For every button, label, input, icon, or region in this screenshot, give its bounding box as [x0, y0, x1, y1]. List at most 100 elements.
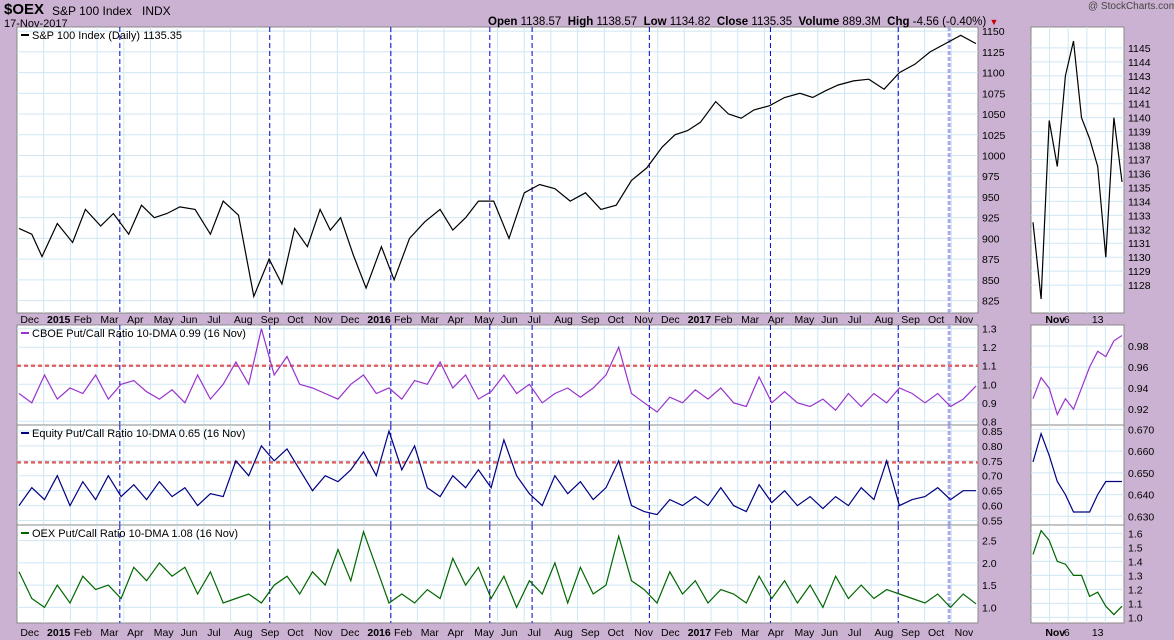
x-tick-label: Apr [127, 627, 144, 639]
x-tick-label: Mar [421, 627, 440, 639]
cboe_zoom-panel: 0.92 0.94 0.96 0.98 [1030, 324, 1149, 426]
x-tick-label: Feb [74, 627, 92, 639]
oex_zoom-ytick-label: 1.6 [1128, 528, 1143, 540]
cboe_zoom-ytick-label: 0.94 [1128, 383, 1149, 395]
cboe_zoom-plot-area [1030, 324, 1125, 426]
price_zoom-ytick-label: 1141 [1128, 99, 1151, 111]
x-tick-label: Aug [554, 627, 573, 639]
oex-ytick-label: 2.0 [982, 558, 997, 570]
x-tick-label: Dec [341, 627, 360, 639]
x-tick-label: Dec [20, 314, 39, 326]
x-tick-label: Feb [714, 627, 732, 639]
low-value: 1134.82 [669, 16, 711, 28]
price_zoom-ytick-label: 1130 [1128, 252, 1151, 264]
x-tick-label: Dec [341, 314, 360, 326]
x-tick-label: Nov [314, 314, 333, 326]
close-label: Close [716, 16, 749, 28]
x-tick-label: Apr [447, 314, 464, 326]
oex-panel: 1.0 1.5 2.0 2.5 OEX Put/Call Ratio 10-DMA 1.… [16, 524, 997, 624]
price_zoom-ytick-label: 1143 [1128, 71, 1151, 83]
x-tick-label: Mar [421, 314, 440, 326]
x-tick-label: Nov [314, 627, 333, 639]
x-tick-label: Sep [901, 627, 920, 639]
cboe-ytick-label: 0.9 [982, 398, 997, 410]
price-panel: 825 850 875 900 925 950 975 1000 1025 1050 1075 110… [16, 26, 1006, 314]
oex-ytick-label: 1.5 [982, 580, 997, 592]
price_zoom-series-line [1032, 40, 1123, 300]
oex_zoom-panel: 1.0 1.1 1.2 1.3 1.4 1.5 1.6 [1030, 524, 1143, 624]
cboe-series-line [18, 328, 977, 413]
x-tick-label: Jun [821, 314, 838, 326]
x-tick-label: Jul [848, 627, 861, 639]
oex_zoom-ytick-label: 1.2 [1128, 584, 1143, 596]
equity-ytick-label: 0.70 [982, 471, 1003, 483]
x-tick-label: Sep [581, 314, 600, 326]
price-ytick-label: 1100 [982, 68, 1005, 80]
x-tick-label: Mar [100, 627, 119, 639]
x-tick-label: Jul [207, 314, 220, 326]
x-tick-label: Aug [875, 627, 894, 639]
price_zoom-ytick-label: 1135 [1128, 182, 1151, 194]
oex_zoom-ytick-label: 1.3 [1128, 570, 1143, 582]
cboe_zoom-ytick-label: 0.96 [1128, 362, 1149, 374]
cboe-ytick-label: 1.3 [982, 324, 997, 336]
x-tick-label: 2017 [688, 314, 712, 326]
index-name: S&P 100 Index [52, 4, 132, 18]
x-tick-label: Sep [901, 314, 920, 326]
high-value: 1138.57 [596, 16, 638, 28]
price_zoom-ytick-label: 1140 [1128, 113, 1151, 125]
cboe-panel: 0.8 0.9 1.0 1.1 1.2 1.3 CBOE Put/Call Ratio 10… [16, 324, 997, 428]
x-tick-label: Oct [608, 627, 624, 639]
price-ytick-label: 1150 [982, 26, 1005, 38]
x-tick-label: Nov [634, 314, 653, 326]
equity-ytick-label: 0.60 [982, 501, 1003, 513]
x-tick-label: Apr [127, 314, 144, 326]
x-tick-label: Nov [634, 627, 653, 639]
zoom-x-tick-label: 13 [1092, 627, 1104, 639]
equity-ytick-label: 0.65 [982, 486, 1003, 498]
price_zoom-ytick-label: 1131 [1128, 238, 1151, 250]
volume-label: Volume [798, 16, 840, 28]
price_zoom-ytick-label: 1138 [1128, 141, 1151, 153]
x-tick-label: Oct [608, 314, 624, 326]
x-tick-label: Feb [74, 314, 92, 326]
price_zoom-ytick-label: 1133 [1128, 210, 1151, 222]
oex_zoom-plot-area [1030, 524, 1125, 624]
x-tick-label: 2016 [367, 314, 391, 326]
x-tick-label: Sep [261, 314, 280, 326]
cboe-ytick-label: 1.1 [982, 361, 997, 373]
x-tick-label: 2017 [688, 627, 712, 639]
x-tick-label: Aug [234, 314, 253, 326]
x-tick-label: Apr [768, 314, 785, 326]
x-tick-label: May [794, 314, 815, 326]
equity_zoom-plot-area [1030, 424, 1125, 526]
price-ytick-label: 850 [982, 275, 1000, 287]
x-tick-label: Jul [528, 314, 541, 326]
open-value: 1138.57 [520, 16, 562, 28]
price_zoom-ytick-label: 1144 [1128, 57, 1151, 69]
x-tick-label: Jul [528, 627, 541, 639]
x-tick-label: Jul [848, 314, 861, 326]
x-tick-label: Nov [955, 314, 974, 326]
oex-ytick-label: 1.0 [982, 602, 997, 614]
equity-series-line [18, 428, 976, 516]
cboe_zoom-ytick-label: 0.98 [1128, 341, 1149, 353]
zoom-x-tick-label: 13 [1092, 314, 1104, 326]
oex-series-line [18, 529, 977, 609]
symbol: $OEX [4, 1, 45, 18]
oex_zoom-ytick-label: 1.1 [1128, 598, 1143, 610]
equity_zoom-ytick-label: 0.650 [1128, 468, 1154, 480]
x-tick-label: Dec [20, 627, 39, 639]
price_zoom-ytick-label: 1142 [1128, 85, 1151, 97]
equity_zoom-panel: 0.630 0.640 0.650 0.660 0.670 [1030, 424, 1154, 526]
cboe-legend-label: CBOE Put/Call Ratio 10-DMA 0.99 (16 Nov) [32, 328, 246, 340]
x-tick-label: Oct [287, 314, 303, 326]
price-ytick-label: 1025 [982, 130, 1006, 142]
price-ytick-label: 975 [982, 171, 1000, 183]
x-tick-label: Jun [181, 314, 198, 326]
x-tick-label: Oct [287, 627, 303, 639]
x-tick-label: Mar [100, 314, 119, 326]
x-tick-label: May [154, 627, 175, 639]
oex-ytick-label: 2.5 [982, 536, 997, 548]
